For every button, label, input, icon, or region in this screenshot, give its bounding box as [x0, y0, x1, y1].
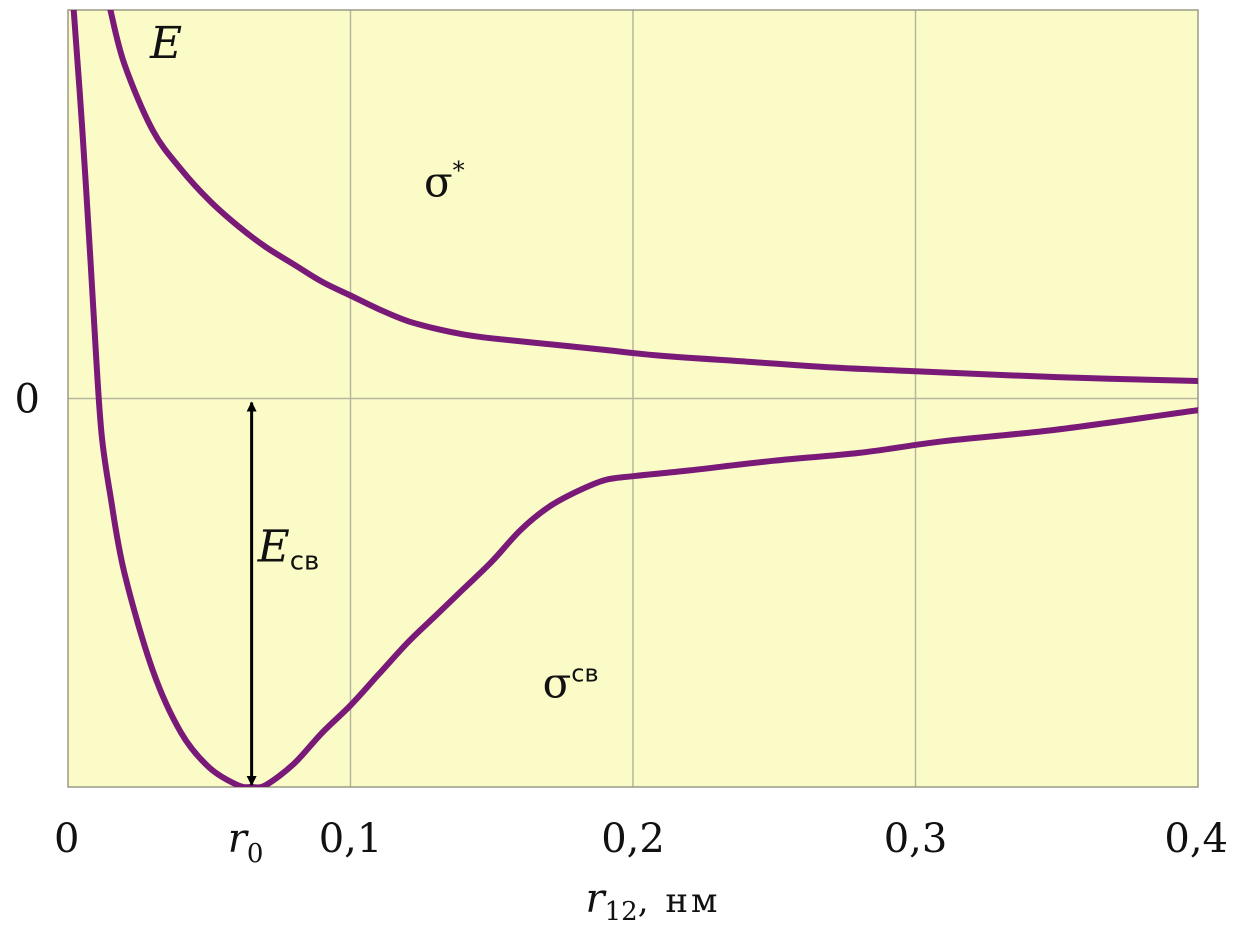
x-axis-var: r	[586, 876, 608, 922]
r0-sub: 0	[247, 839, 264, 869]
x-tick-label-4: 0,4	[1164, 816, 1228, 862]
series-line-1	[70, 10, 1198, 787]
sigma-star-main: σ	[424, 157, 453, 206]
x-axis-label: r12, нм	[586, 876, 721, 925]
x-tick-labels: 0 0,1 0,2 0,3 0,4	[54, 816, 1228, 862]
x-axis-sub: 12	[605, 897, 638, 925]
series-label-sigma-star: σ*	[424, 156, 465, 206]
x-tick-label-3: 0,3	[884, 816, 948, 862]
x-tick-label-1: 0,1	[319, 816, 383, 862]
plot-frame	[67, 9, 1199, 788]
x-axis-unit: , нм	[638, 881, 721, 921]
r0-tick-label: r0	[228, 816, 264, 869]
sigma-sv-sup: св	[571, 660, 598, 688]
binding-energy-label: Eсв	[257, 522, 320, 577]
grid-lines	[68, 10, 1198, 787]
x-tick-label-2: 0,2	[601, 816, 665, 862]
sigma-star-sup: *	[453, 156, 465, 184]
curves	[70, 10, 1198, 787]
r0-var: r	[228, 816, 250, 862]
y-axis-label: E	[149, 18, 182, 69]
esv-sub: св	[290, 547, 320, 577]
sigma-sv-main: σ	[543, 659, 572, 708]
series-label-sigma-sv: σсв	[543, 659, 599, 708]
x-tick-label-0: 0	[54, 816, 79, 862]
esv-main: E	[257, 522, 290, 573]
y-tick-label-0: 0	[15, 377, 40, 423]
series-line-0	[107, 10, 1198, 384]
y-tick-labels: 0	[15, 377, 40, 423]
